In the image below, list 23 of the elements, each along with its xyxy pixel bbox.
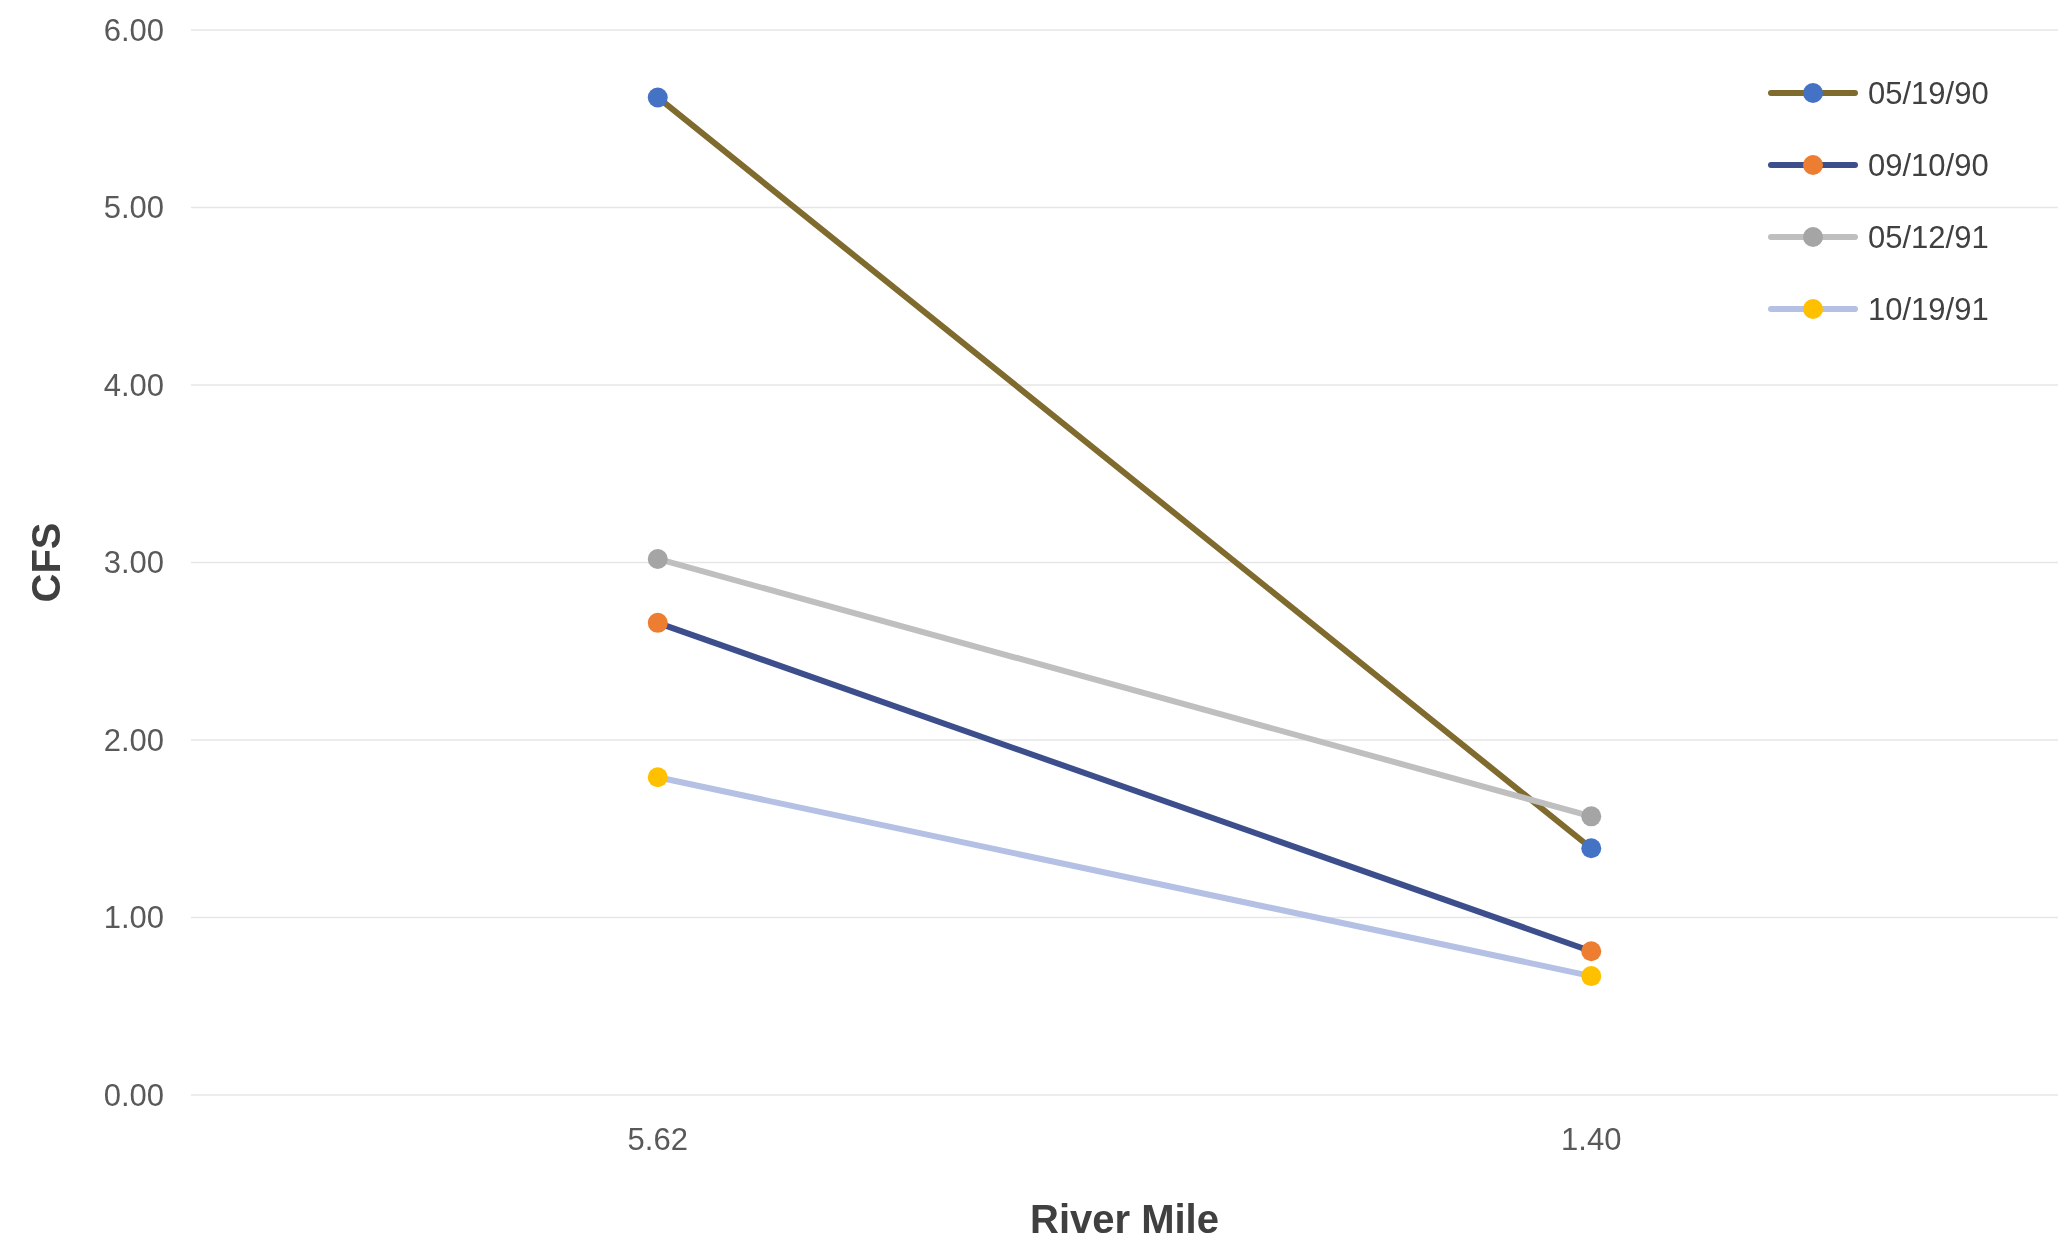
y-tick-label: 5.00 xyxy=(103,190,164,226)
legend-label: 10/19/91 xyxy=(1868,291,1989,327)
point xyxy=(1581,941,1602,962)
y-tick-label: 1.00 xyxy=(103,900,164,936)
point xyxy=(1581,966,1602,987)
legend-label: 09/10/90 xyxy=(1868,147,1989,183)
y-tick-label: 3.00 xyxy=(103,545,164,581)
y-tick-label: 6.00 xyxy=(103,12,164,48)
y-axis-title: CFS xyxy=(24,522,68,603)
point xyxy=(647,612,668,633)
x-tick-label: 1.40 xyxy=(1561,1122,1622,1157)
y-tick-label: 2.00 xyxy=(103,722,164,758)
point xyxy=(647,548,668,569)
point xyxy=(647,767,668,788)
point xyxy=(1581,806,1602,827)
y-tick-label: 4.00 xyxy=(103,367,164,403)
legend-label: 05/19/90 xyxy=(1868,75,1989,111)
legend-label: 05/12/91 xyxy=(1868,219,1989,255)
y-tick-label: 0.00 xyxy=(103,1077,164,1113)
point xyxy=(647,87,668,108)
x-tick-label: 5.62 xyxy=(627,1122,688,1157)
x-axis-title: River Mile xyxy=(1030,1197,1219,1241)
point xyxy=(1581,838,1602,859)
